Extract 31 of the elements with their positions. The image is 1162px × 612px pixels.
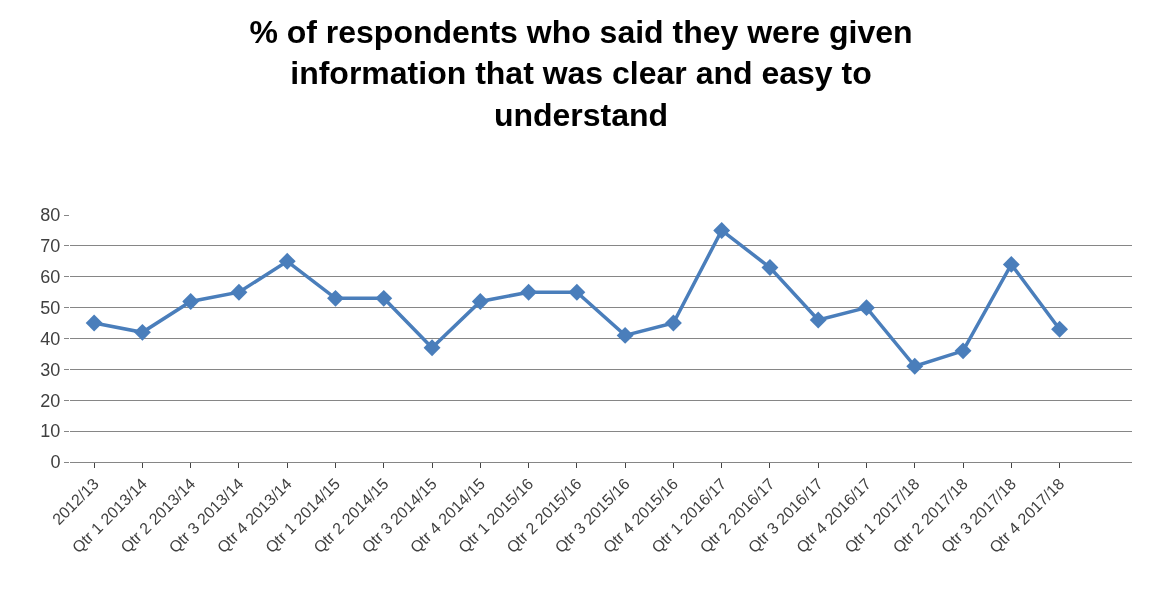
point [616,326,634,344]
y-tick-label: 80 [40,205,61,226]
chart-title: % of respondents who said they were given information that was clear and easy to understand [249,13,913,134]
point [85,314,103,332]
y-tick-label: 30 [40,359,61,380]
y-tick-label: 40 [40,328,61,349]
y-tick-label: 50 [40,297,61,318]
point [713,221,731,239]
point [230,283,248,301]
y-tick-label: 20 [40,390,61,411]
y-tick-label: 60 [40,267,61,288]
y-tick-label: 70 [40,236,61,257]
y-tick-label: 0 [50,452,61,473]
point [568,283,586,301]
point [906,357,924,375]
point [1002,255,1020,273]
point [327,289,344,307]
point [1051,320,1069,338]
point [954,342,972,360]
point [858,299,875,317]
point [423,339,441,357]
y-tick-label: 10 [40,421,61,442]
point [182,293,200,310]
point [278,252,296,270]
point [520,283,538,301]
point [761,259,779,276]
point [375,289,393,307]
point [133,323,151,341]
point [664,314,682,332]
point [471,293,489,310]
point [809,311,827,329]
